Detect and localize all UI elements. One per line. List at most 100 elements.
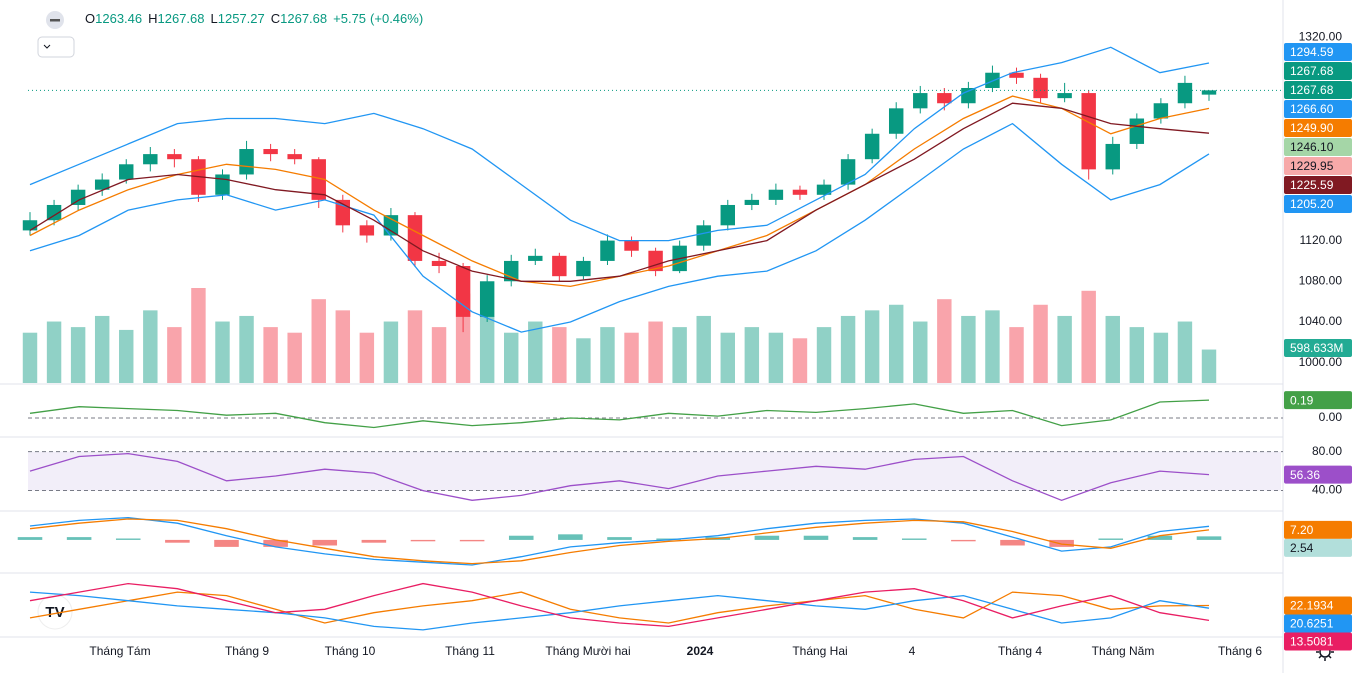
- volume-bar: [167, 327, 182, 383]
- volume-bar: [287, 332, 302, 383]
- candle-body: [696, 225, 711, 246]
- price-badge: [1284, 138, 1352, 156]
- price-badge-label: 1266.60: [1290, 102, 1334, 116]
- y-tick-label: 1000.00: [1299, 355, 1343, 369]
- price-badge: [1284, 157, 1352, 175]
- time-label: Tháng 4: [998, 644, 1042, 658]
- volume-bar: [840, 315, 856, 383]
- candle-body: [407, 215, 423, 261]
- volume-bar: [1057, 315, 1072, 383]
- volume-bar: [1177, 321, 1193, 383]
- histogram-bar: [459, 539, 485, 542]
- indicator-line: [29, 591, 1210, 631]
- histogram-bar: [1049, 539, 1074, 547]
- histogram-bar: [803, 535, 829, 540]
- candle-body: [1105, 143, 1120, 170]
- collapse-button[interactable]: [46, 11, 64, 29]
- histogram-bar: [901, 538, 927, 540]
- histogram-bar: [17, 537, 43, 540]
- histogram-bar: [214, 539, 239, 547]
- volume-bar: [1201, 349, 1217, 383]
- indicator-line: [29, 591, 1210, 624]
- candle-body: [792, 189, 808, 195]
- indicator-line: [29, 518, 1210, 565]
- candle-body: [1081, 93, 1096, 170]
- volume-bar: [888, 304, 904, 383]
- indicator-toggle[interactable]: [37, 36, 75, 58]
- candle-body: [479, 281, 495, 317]
- volume-bar: [864, 310, 880, 383]
- candle-body: [528, 255, 543, 261]
- candle-body: [455, 266, 471, 317]
- candle-body: [119, 164, 134, 180]
- candle-body: [1153, 103, 1169, 119]
- y-tick-label: 1320.00: [1299, 29, 1343, 43]
- time-label: 4: [909, 644, 916, 658]
- candle-body: [143, 154, 158, 165]
- candle-body: [768, 189, 784, 200]
- y-tick-label: 1040.00: [1299, 314, 1343, 328]
- price-badge: [1284, 538, 1352, 557]
- volume-bar: [1105, 315, 1120, 383]
- volume-bar: [431, 327, 447, 383]
- candle-body: [70, 189, 86, 205]
- histogram-bar: [656, 538, 681, 540]
- volume-bar: [263, 327, 278, 383]
- volume-bar: [335, 310, 351, 383]
- volume-bar: [1129, 327, 1145, 383]
- candle-body: [600, 240, 615, 261]
- volume-bar: [479, 315, 495, 383]
- price-badge: [1284, 119, 1352, 137]
- indicator-line: [29, 102, 1210, 282]
- histogram-bar: [410, 539, 436, 542]
- volume-bar: [768, 332, 784, 383]
- price-badge-label: 1267.68: [1290, 83, 1334, 97]
- volume-bar: [94, 315, 110, 383]
- histogram-bar: [1196, 536, 1222, 540]
- price-badge: [1284, 100, 1352, 118]
- volume-bar: [383, 321, 399, 383]
- volume-bar: [648, 321, 663, 383]
- candle-body: [552, 255, 567, 277]
- price-badge-label: 1267.68: [1290, 64, 1334, 78]
- volume-bar: [1033, 304, 1048, 383]
- candle-body: [744, 199, 760, 205]
- histogram-bar: [754, 535, 780, 540]
- volume-bar: [215, 321, 230, 383]
- time-label: 2024: [687, 644, 714, 658]
- candle-body: [287, 154, 302, 160]
- volume-bar: [624, 332, 639, 383]
- histogram-bar: [165, 539, 190, 543]
- y-tick-label: 0.00: [1319, 410, 1343, 424]
- histogram-bar: [852, 537, 878, 540]
- price-badge-label: 1229.95: [1290, 159, 1334, 173]
- price-badge: [1284, 632, 1352, 651]
- histogram-bar: [607, 537, 632, 540]
- svg-text:TV: TV: [45, 604, 64, 621]
- price-badge: [1284, 465, 1352, 484]
- time-label: Tháng Năm: [1092, 644, 1155, 658]
- candle-body: [359, 225, 375, 236]
- tv-logo[interactable]: TV: [37, 594, 73, 630]
- volume-bar: [22, 332, 38, 383]
- candle-body: [840, 159, 856, 185]
- candle-body: [215, 174, 230, 195]
- candle-body: [239, 149, 254, 175]
- volume-bar: [696, 315, 711, 383]
- candle-body: [431, 260, 447, 267]
- time-label: Tháng Mười hai: [545, 644, 630, 658]
- candle-body: [1129, 118, 1145, 144]
- histogram-bar: [1098, 538, 1124, 540]
- y-tick-label: 1120.00: [1300, 233, 1343, 247]
- volume-bar: [744, 327, 760, 383]
- header: O1263.46 H1267.68 L1257.27 C1267.68 +5.75 (+0…: [85, 11, 423, 26]
- candle-body: [46, 204, 62, 221]
- time-label: Tháng Hai: [792, 644, 847, 658]
- candle-body: [816, 184, 832, 195]
- histogram-bar: [558, 534, 583, 540]
- price-badge: [1284, 195, 1352, 213]
- volume-bar: [961, 315, 976, 383]
- volume-bar: [1009, 327, 1024, 383]
- candle-body: [1177, 82, 1193, 104]
